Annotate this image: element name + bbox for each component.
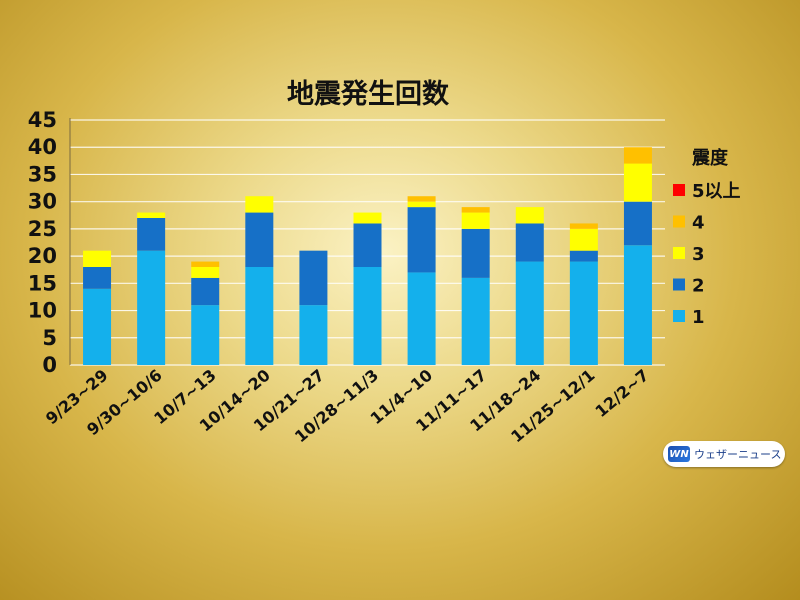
bar-segment-2 <box>137 218 166 251</box>
y-tick-label: 25 <box>28 217 57 241</box>
bar-segment-1 <box>623 245 652 365</box>
legend-label: 2 <box>692 276 705 297</box>
y-tick-label: 40 <box>28 135 57 159</box>
bar-segment-3 <box>245 196 274 213</box>
bar-segment-2 <box>461 228 490 278</box>
bar-segment-1 <box>407 272 436 365</box>
legend-swatch-1 <box>673 310 685 322</box>
legend-label: 5以上 <box>692 181 741 202</box>
bar-segment-1 <box>515 261 544 365</box>
y-tick-label: 5 <box>42 326 57 350</box>
bar-segment-4 <box>623 147 652 164</box>
bar-segment-3 <box>137 212 166 218</box>
bar-segment-2 <box>191 277 220 306</box>
bar-segment-3 <box>407 201 436 208</box>
bar-segment-3 <box>515 207 544 224</box>
bar-segment-3 <box>191 267 220 278</box>
bar-segment-1 <box>191 305 220 365</box>
legend-swatch-2 <box>673 278 685 291</box>
bar-segment-1 <box>245 267 274 365</box>
y-tick-label: 0 <box>42 353 57 377</box>
bar-segment-2 <box>299 250 328 306</box>
legend-label: 3 <box>692 244 705 265</box>
bar-segment-3 <box>623 163 652 202</box>
legend-label: 1 <box>692 307 705 328</box>
bar-segment-4 <box>191 261 220 267</box>
logo-text: ウェザーニュース <box>694 448 782 461</box>
legend-swatch-5以上 <box>673 184 685 196</box>
bar-segment-1 <box>137 250 166 365</box>
bar-segment-3 <box>461 212 490 229</box>
bar-segment-3 <box>353 212 382 224</box>
weathernews-logo: WN ウェザーニュース <box>663 441 785 467</box>
bar-segment-2 <box>623 201 652 246</box>
y-tick-label: 20 <box>28 244 57 268</box>
legend-swatch-3 <box>673 247 685 259</box>
bar-segment-1 <box>569 261 598 365</box>
y-tick-label: 15 <box>28 271 57 295</box>
bar-segment-4 <box>407 196 436 202</box>
bar-segment-1 <box>461 277 490 365</box>
bar-segment-3 <box>569 228 598 251</box>
x-tick-label: 12/2~7 <box>591 366 652 422</box>
bar-segment-1 <box>353 267 382 365</box>
y-tick-label: 35 <box>28 162 57 186</box>
bar-segment-2 <box>407 207 436 273</box>
bar-segment-2 <box>353 223 382 267</box>
y-tick-label: 45 <box>28 108 57 132</box>
chart-title: 地震発生回数 <box>287 79 450 110</box>
legend-label: 4 <box>692 213 705 234</box>
legend-title: 震度 <box>692 147 729 169</box>
bar-segment-4 <box>461 207 490 213</box>
bar-segment-2 <box>83 267 112 289</box>
legend-swatch-4 <box>673 215 685 228</box>
bar-segment-1 <box>299 305 328 365</box>
y-tick-label: 30 <box>28 190 57 214</box>
bar-segment-2 <box>569 250 598 262</box>
y-tick-label: 10 <box>28 299 57 323</box>
bar-segment-2 <box>515 223 544 262</box>
bar-segment-2 <box>245 212 274 267</box>
logo-mark-icon: WN <box>668 446 690 462</box>
bar-segment-3 <box>83 250 112 267</box>
bar-segment-4 <box>569 223 598 229</box>
bar-segment-1 <box>83 288 112 365</box>
